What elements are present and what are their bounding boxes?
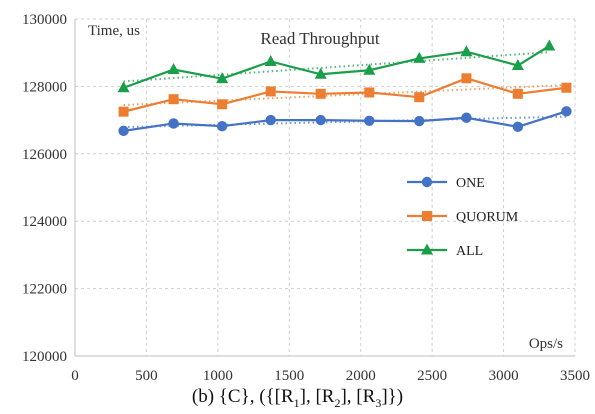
trendline-one [123, 115, 567, 129]
data-point-quorum [512, 88, 523, 99]
data-point-quorum [265, 86, 276, 97]
data-point-one [168, 118, 179, 129]
data-point-all [363, 63, 376, 75]
data-point-quorum [414, 92, 425, 103]
caption-mid-1: ], [R [299, 386, 335, 407]
caption-suffix: ]}) [381, 386, 404, 407]
caption-sub-3: 3 [375, 395, 382, 410]
caption-sub-1: 1 [293, 395, 300, 410]
x-tick-label: 0 [71, 368, 79, 380]
y-tick-label: 124000 [22, 214, 67, 230]
legend-marker-quorum [422, 211, 432, 221]
data-point-quorum [217, 99, 228, 110]
x-tick-label: 3500 [560, 368, 590, 380]
legend-label-one: ONE [456, 176, 485, 191]
data-point-one [315, 114, 326, 126]
data-point-all [413, 51, 426, 63]
x-tick-label: 3000 [489, 368, 519, 380]
series-group [117, 39, 572, 137]
data-point-one [512, 121, 524, 133]
x-tick-label: 1500 [274, 368, 304, 380]
data-point-quorum [168, 94, 179, 105]
figure-caption: (b) {C}, ({[R1], [R2], [R3]}) [0, 386, 595, 411]
x-tick-label: 1000 [203, 368, 233, 380]
legend-label-all: ALL [456, 244, 483, 259]
data-point-all [117, 81, 130, 93]
data-point-one [265, 114, 276, 126]
legend-label-quorum: QUORUM [456, 210, 519, 225]
series-line-quorum [123, 77, 567, 113]
x-axis-label: Ops/s [529, 336, 563, 352]
axes: 120000 122000 124000 126000 128000 130000 0 500… [22, 12, 590, 380]
y-tick-label: 128000 [22, 79, 67, 95]
grid [75, 18, 576, 356]
legend: ONE QUORUM ALL [407, 176, 519, 259]
y-tick-label: 126000 [22, 147, 67, 163]
data-point-quorum [118, 106, 129, 117]
data-point-one [414, 115, 425, 127]
caption-mid-2: ], [R [340, 386, 376, 407]
data-point-all [167, 63, 180, 75]
chart-title: Read Throughput [260, 29, 379, 48]
caption-prefix: (b) {C}, ({[R [191, 386, 294, 407]
data-point-one [118, 125, 129, 137]
chart: 120000 122000 124000 126000 128000 130000 0 500… [22, 12, 590, 380]
data-point-quorum [364, 87, 375, 98]
y-tick-label: 120000 [22, 349, 67, 365]
x-tick-label: 2500 [417, 368, 447, 380]
data-point-all [543, 39, 556, 51]
data-point-all [264, 54, 277, 66]
y-axis-label: Time, us [88, 23, 140, 39]
data-point-quorum [561, 82, 572, 93]
data-point-all [216, 72, 229, 84]
data-point-quorum [315, 88, 326, 99]
series-line-all [123, 45, 550, 89]
data-point-quorum [461, 73, 472, 84]
y-tick-label: 130000 [22, 12, 67, 28]
trendline-quorum [123, 84, 567, 106]
trendline-all [123, 51, 550, 83]
legend-marker-all [421, 243, 433, 255]
data-point-one [461, 112, 472, 123]
x-tick-label: 2000 [346, 368, 376, 380]
trendlines [123, 51, 567, 129]
data-point-all [511, 59, 524, 71]
series-line-one [123, 110, 567, 132]
x-tick-label: 500 [135, 368, 158, 380]
y-tick-label: 122000 [22, 282, 67, 298]
caption-sub-2: 2 [334, 395, 341, 410]
data-point-all [460, 45, 473, 57]
data-point-one [216, 120, 228, 132]
data-point-one [364, 115, 375, 126]
data-point-one [561, 106, 572, 117]
data-point-all [314, 67, 327, 79]
legend-marker-one [421, 176, 433, 188]
